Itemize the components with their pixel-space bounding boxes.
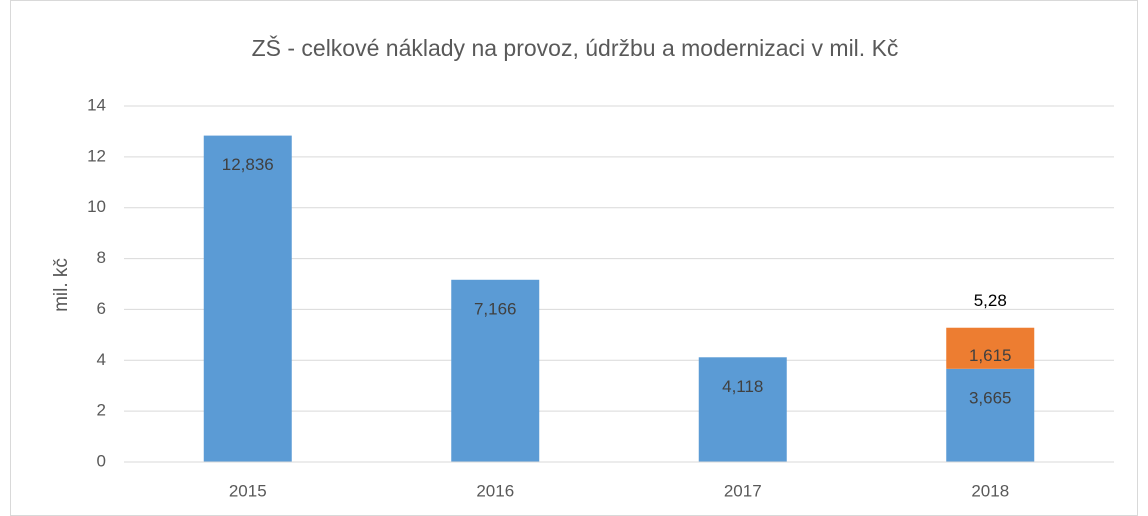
value-label: 12,836 bbox=[222, 155, 274, 174]
y-tick-label: 10 bbox=[87, 197, 106, 216]
value-label: 3,665 bbox=[969, 388, 1012, 407]
y-tick-label: 12 bbox=[87, 146, 106, 165]
y-tick-label: 0 bbox=[97, 451, 106, 470]
y-tick-label: 14 bbox=[87, 95, 106, 114]
x-tick-label: 2017 bbox=[724, 481, 762, 500]
bar-segment bbox=[451, 279, 540, 462]
bar-segment bbox=[946, 327, 1035, 369]
y-tick-label: 8 bbox=[97, 248, 106, 267]
x-tick-label: 2018 bbox=[971, 481, 1009, 500]
x-tick-label: 2015 bbox=[229, 481, 267, 500]
chart-title: ZŠ - celkové náklady na provoz, údržbu a… bbox=[252, 34, 899, 61]
bar-segment bbox=[698, 357, 787, 462]
total-label: 5,28 bbox=[974, 291, 1007, 310]
bar-segment bbox=[203, 135, 292, 462]
x-tick-label: 2016 bbox=[476, 481, 514, 500]
y-axis-label: mil. kč bbox=[51, 258, 72, 312]
bar-segment bbox=[946, 368, 1035, 462]
y-tick-label: 2 bbox=[97, 401, 106, 420]
value-label: 7,166 bbox=[474, 299, 517, 318]
value-label: 1,615 bbox=[969, 346, 1012, 365]
y-tick-label: 4 bbox=[97, 350, 106, 369]
value-label: 4,118 bbox=[722, 377, 763, 396]
y-tick-label: 6 bbox=[97, 299, 106, 318]
